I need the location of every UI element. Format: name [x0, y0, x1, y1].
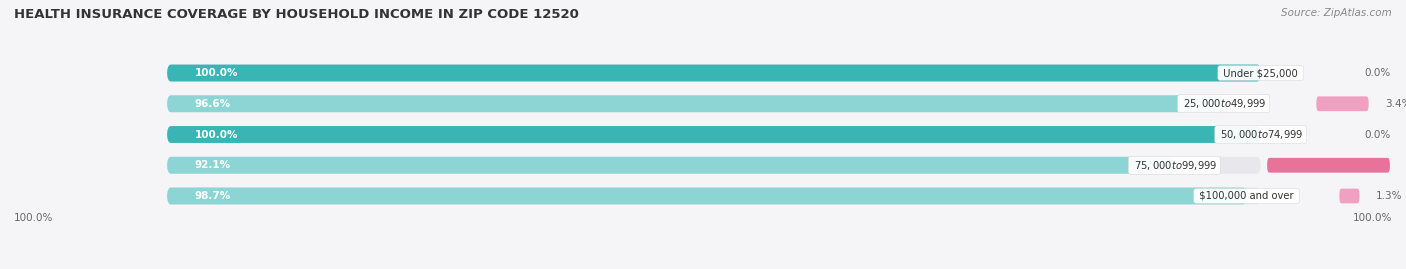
FancyBboxPatch shape [167, 187, 1247, 204]
FancyBboxPatch shape [167, 126, 1261, 143]
Text: 3.4%: 3.4% [1385, 99, 1406, 109]
Text: 100.0%: 100.0% [194, 68, 238, 78]
FancyBboxPatch shape [1267, 158, 1391, 173]
FancyBboxPatch shape [167, 157, 1174, 174]
FancyBboxPatch shape [1340, 189, 1360, 203]
FancyBboxPatch shape [167, 95, 1261, 112]
Text: Source: ZipAtlas.com: Source: ZipAtlas.com [1281, 8, 1392, 18]
Text: 0.0%: 0.0% [1365, 68, 1391, 78]
Text: $75,000 to $99,999: $75,000 to $99,999 [1130, 159, 1218, 172]
Text: 1.3%: 1.3% [1375, 191, 1402, 201]
FancyBboxPatch shape [167, 65, 1261, 82]
Text: $100,000 and over: $100,000 and over [1197, 191, 1296, 201]
Text: 0.0%: 0.0% [1365, 129, 1391, 140]
FancyBboxPatch shape [167, 126, 1261, 143]
FancyBboxPatch shape [167, 65, 1261, 82]
Text: HEALTH INSURANCE COVERAGE BY HOUSEHOLD INCOME IN ZIP CODE 12520: HEALTH INSURANCE COVERAGE BY HOUSEHOLD I… [14, 8, 579, 21]
Text: 100.0%: 100.0% [194, 129, 238, 140]
Text: $50,000 to $74,999: $50,000 to $74,999 [1218, 128, 1305, 141]
FancyBboxPatch shape [1316, 96, 1368, 111]
Text: $25,000 to $49,999: $25,000 to $49,999 [1180, 97, 1267, 110]
FancyBboxPatch shape [167, 95, 1223, 112]
Text: 100.0%: 100.0% [1353, 213, 1392, 223]
Text: Under $25,000: Under $25,000 [1220, 68, 1301, 78]
Text: 92.1%: 92.1% [194, 160, 231, 170]
Text: 96.6%: 96.6% [194, 99, 231, 109]
FancyBboxPatch shape [167, 157, 1261, 174]
Text: 100.0%: 100.0% [14, 213, 53, 223]
Text: 98.7%: 98.7% [194, 191, 231, 201]
FancyBboxPatch shape [167, 187, 1261, 204]
